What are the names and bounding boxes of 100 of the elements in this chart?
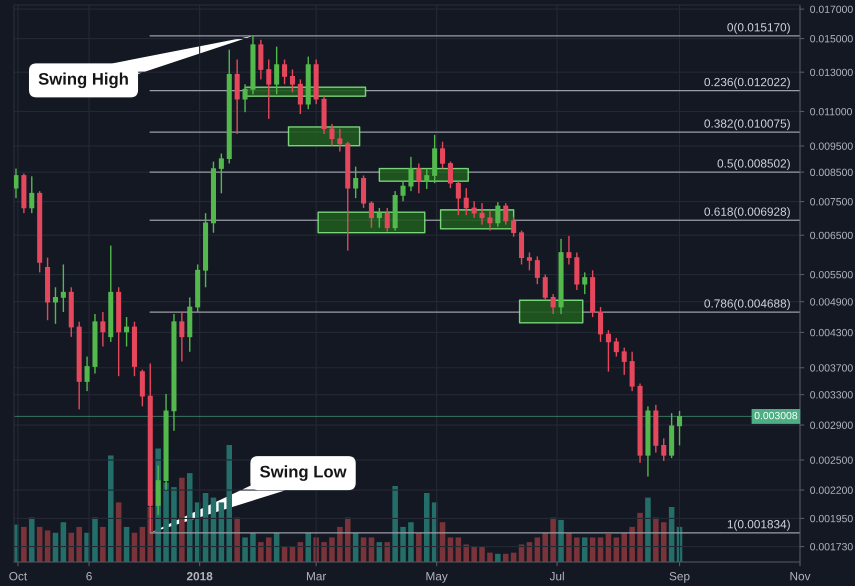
bar [108, 456, 114, 562]
bar [598, 537, 604, 562]
y-tick-label: 0.015000 [810, 35, 853, 42]
bar [558, 520, 564, 562]
candlestick [353, 166, 358, 199]
candlestick [606, 330, 611, 372]
y-tick-label: 0.001950 [810, 514, 853, 522]
bar [187, 473, 193, 562]
annotation: Swing Low [260, 465, 347, 481]
candlestick [84, 356, 90, 392]
bar [526, 542, 532, 562]
candlestick [282, 58, 288, 85]
bar [124, 526, 130, 562]
candlestick [495, 202, 500, 228]
x-tick-label: Sep [670, 572, 690, 583]
candlestick [677, 410, 682, 446]
bar [352, 532, 358, 562]
bar [202, 492, 208, 562]
candlestick [566, 235, 572, 266]
bar [392, 486, 398, 562]
bar [29, 518, 35, 562]
x-tick-label: Oct [9, 572, 28, 580]
candlestick [400, 180, 406, 202]
bar [408, 522, 414, 562]
candlestick [424, 168, 430, 190]
y-tick-label: 0.001730 [810, 543, 853, 550]
bar [52, 532, 58, 562]
candlestick [534, 256, 540, 285]
ref-line-label: 0(0.015170) [727, 22, 790, 34]
bar [629, 526, 635, 562]
y-tick-label: 0.007500 [810, 198, 853, 206]
bar [416, 532, 422, 562]
bar [582, 537, 588, 562]
candlestick [456, 180, 461, 216]
bar [344, 518, 351, 562]
bar [542, 532, 548, 562]
bar [68, 532, 74, 562]
bar [337, 526, 343, 562]
y-tick-label: 0.005500 [810, 271, 853, 278]
candlestick [266, 58, 272, 120]
y-tick-label: 0.004900 [810, 298, 853, 306]
bar [100, 526, 106, 562]
candlestick [60, 264, 66, 313]
candlestick [368, 200, 374, 228]
bar [440, 522, 446, 562]
y-tick-label: 0.003700 [810, 364, 853, 372]
bar [60, 522, 66, 562]
candlestick [52, 286, 58, 325]
bar [510, 552, 516, 562]
candlestick [598, 306, 604, 343]
bar [140, 526, 146, 562]
candlestick [100, 311, 106, 348]
bar [266, 537, 272, 562]
x-tick-label: Mar [306, 572, 326, 580]
x-tick-label: May [426, 572, 448, 583]
candlestick [408, 156, 414, 192]
candlestick [290, 68, 295, 93]
y-tick-label: 0.006500 [810, 232, 853, 240]
candlestick [661, 438, 666, 462]
x-tick-label: 2018 [186, 572, 212, 580]
bar [424, 492, 430, 562]
candlestick [550, 293, 556, 315]
candlestick [542, 274, 548, 301]
candlestick [298, 78, 303, 115]
bar [92, 518, 98, 562]
bar [502, 554, 509, 562]
candlestick [218, 152, 224, 194]
candlestick [242, 84, 248, 113]
bar [250, 532, 256, 562]
annotation: Swing High [38, 72, 128, 88]
candlestick [376, 207, 382, 228]
ref-line-label: 0.236(0.012022) [704, 78, 790, 89]
candlestick [487, 210, 492, 232]
y-tick-label: 0.017000 [810, 6, 853, 13]
y-tick-label: 0.009500 [810, 142, 853, 150]
candlestick [448, 160, 453, 189]
bar [574, 537, 580, 562]
candlestick [384, 207, 390, 232]
bar [298, 542, 304, 562]
bar [258, 542, 264, 562]
bar [614, 537, 620, 562]
candlestick [274, 46, 280, 95]
bar [590, 537, 596, 562]
bar [116, 502, 122, 562]
bar [456, 537, 462, 562]
candlestick [337, 128, 342, 152]
bar [518, 544, 524, 562]
bar [550, 518, 556, 562]
bar [234, 518, 240, 562]
bar [290, 546, 296, 562]
ref-line-label: 0.618(0.006928) [704, 207, 790, 218]
bar [226, 445, 232, 562]
candlestick [329, 123, 334, 146]
x-tick-label: Jul [550, 572, 564, 580]
ref-line-label: 1(0.001834) [728, 520, 790, 531]
candlestick [14, 168, 18, 199]
y-tick-label: 0.008500 [810, 168, 853, 176]
ref-line-label: 0.786(0.004688) [704, 299, 790, 310]
bar [384, 542, 390, 562]
bar [321, 542, 327, 562]
